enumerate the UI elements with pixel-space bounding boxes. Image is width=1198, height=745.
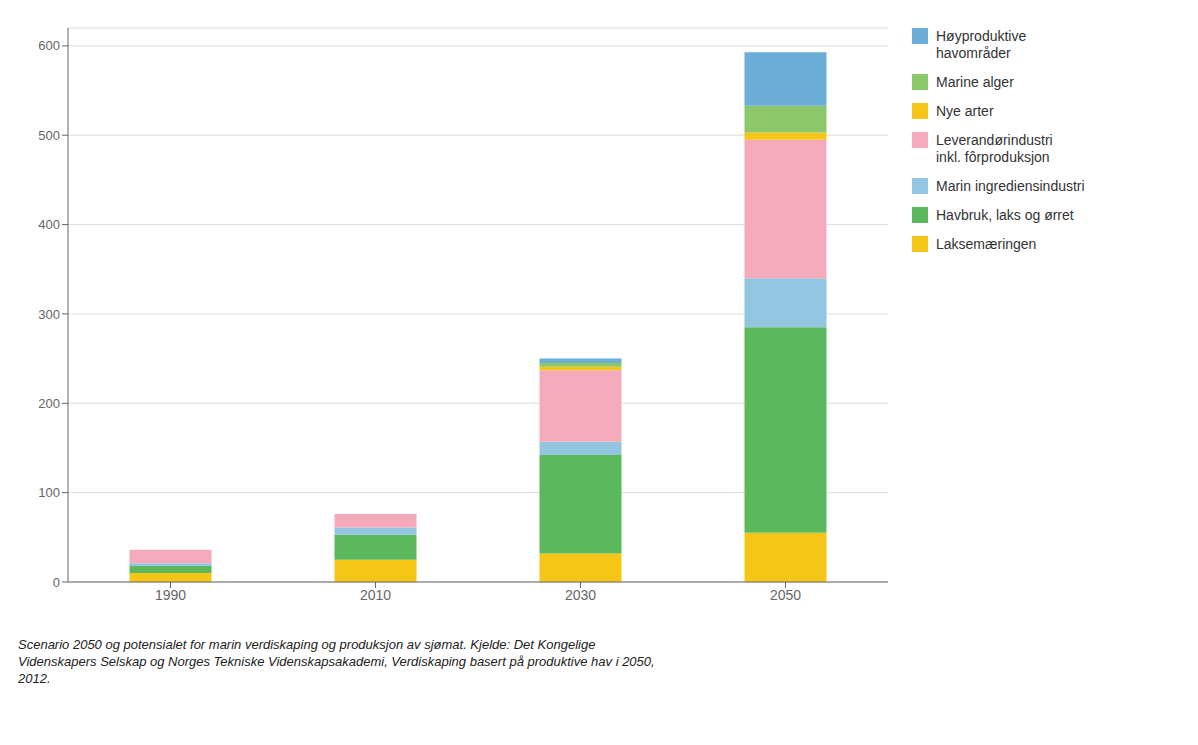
svg-text:200: 200 bbox=[38, 396, 60, 411]
svg-text:2010: 2010 bbox=[360, 587, 391, 603]
svg-text:300: 300 bbox=[38, 307, 60, 322]
svg-text:500: 500 bbox=[38, 128, 60, 143]
svg-text:2050: 2050 bbox=[770, 587, 801, 603]
html-text:Marin ingrediensindustri: Marin ingrediensindustri bbox=[936, 178, 1085, 194]
svg-text:0: 0 bbox=[53, 575, 60, 590]
svg-text:100: 100 bbox=[38, 485, 60, 500]
html-text:Leverandørindustri inkl. fôrpr: Leverandørindustri inkl. fôrproduksjon bbox=[936, 132, 1053, 165]
svg-text:2030: 2030 bbox=[565, 587, 596, 603]
html-text:Laksemæringen: Laksemæringen bbox=[936, 236, 1037, 252]
html-text:Nye arter: Nye arter bbox=[936, 103, 994, 119]
html-text:Scenario 2050 og potensialet f: Scenario 2050 og potensialet for marin v… bbox=[18, 637, 655, 686]
html-text:Havbruk, laks og ørret: Havbruk, laks og ørret bbox=[936, 207, 1074, 223]
svg-text:400: 400 bbox=[38, 217, 60, 232]
html-text:Marine alger: Marine alger bbox=[936, 74, 1014, 90]
html-text:Høyproduktive havområder: Høyproduktive havområder bbox=[936, 28, 1027, 61]
svg-text:600: 600 bbox=[38, 38, 60, 53]
svg-text:1990: 1990 bbox=[155, 587, 186, 603]
